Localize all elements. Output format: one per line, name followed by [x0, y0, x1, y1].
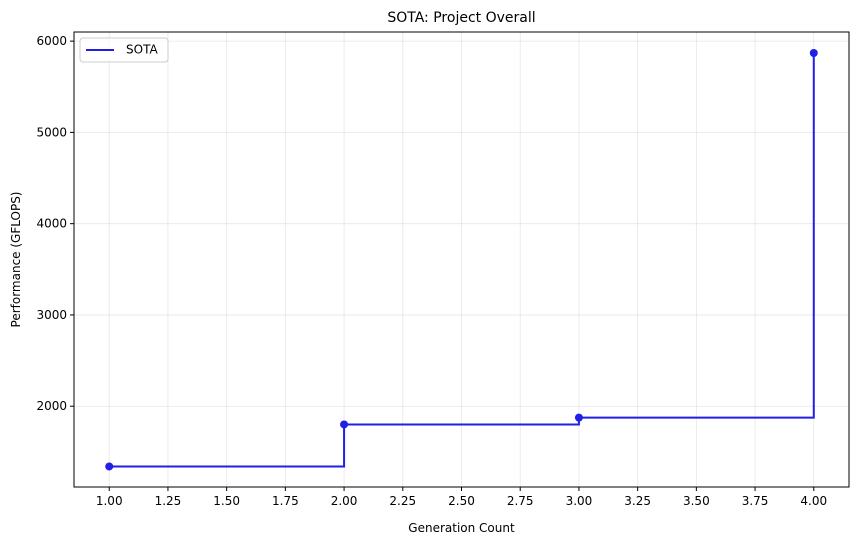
data-point: [574, 413, 583, 422]
x-tick-label: 4.00: [800, 494, 827, 508]
legend: SOTA: [79, 37, 169, 63]
legend-label: SOTA: [126, 43, 158, 57]
x-tick-label: 2.25: [389, 494, 416, 508]
x-tick-label: 1.00: [96, 494, 123, 508]
y-tick-label: 6000: [36, 34, 67, 48]
x-tick-label: 1.50: [213, 494, 240, 508]
x-axis-ticks: 1.00 1.25 1.50 1.75 2.00 2.25 2.50 2.75 3.00 3.25…: [96, 487, 827, 508]
x-tick-label: 3.75: [742, 494, 769, 508]
x-tick-label: 3.25: [624, 494, 651, 508]
y-tick-label: 5000: [36, 125, 67, 139]
legend-box: [79, 37, 169, 63]
x-tick-label: 3.50: [683, 494, 710, 508]
x-tick-label: 1.75: [272, 494, 299, 508]
y-axis-ticks: 2000 3000 4000 5000 6000: [36, 34, 74, 413]
x-tick-label: 3.00: [566, 494, 593, 508]
data-point: [105, 462, 114, 471]
series-layer: [105, 48, 818, 471]
grid: [74, 32, 849, 487]
y-tick-label: 4000: [36, 217, 67, 231]
chart-title: SOTA: Project Overall: [387, 10, 535, 26]
series-line: [109, 52, 815, 468]
x-tick-label: 2.00: [331, 494, 358, 508]
x-axis-label: Generation Count: [408, 521, 515, 535]
y-tick-label: 2000: [36, 399, 67, 413]
y-axis-label: Performance (GFLOPS): [9, 192, 23, 328]
data-point: [340, 420, 349, 429]
x-tick-label: 2.75: [507, 494, 534, 508]
data-point: [809, 48, 818, 57]
y-tick-label: 3000: [36, 308, 67, 322]
x-tick-label: 2.50: [448, 494, 475, 508]
x-tick-label: 1.25: [155, 494, 182, 508]
